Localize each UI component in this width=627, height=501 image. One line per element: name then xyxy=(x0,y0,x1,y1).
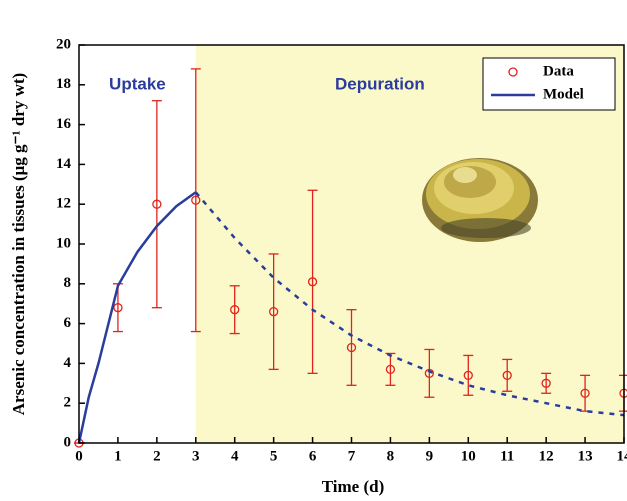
x-tick-label: 10 xyxy=(461,448,476,464)
data-point xyxy=(191,195,201,205)
data-point xyxy=(113,303,123,313)
y-tick-label: 18 xyxy=(56,76,71,92)
data-point xyxy=(541,378,551,388)
y-tick-label: 6 xyxy=(64,315,72,331)
data-point xyxy=(502,370,512,380)
x-tick-label: 2 xyxy=(153,448,161,464)
y-tick-label: 14 xyxy=(56,156,72,172)
x-tick-label: 1 xyxy=(114,448,122,464)
x-tick-label: 9 xyxy=(426,448,434,464)
y-tick-label: 16 xyxy=(56,116,72,132)
model-line xyxy=(77,191,197,444)
legend-marker xyxy=(508,67,518,77)
data-point xyxy=(268,307,279,317)
plot-frame xyxy=(78,44,625,444)
x-tick-label: 3 xyxy=(192,448,200,464)
clam-illustration xyxy=(422,158,538,242)
region xyxy=(195,45,625,443)
model-line xyxy=(194,191,625,417)
region-label: Uptake xyxy=(109,74,166,93)
legend-box xyxy=(482,57,616,111)
x-tick-label: 5 xyxy=(270,448,278,464)
y-tick-label: 12 xyxy=(56,196,71,212)
data-point xyxy=(385,364,396,375)
legend-label: Model xyxy=(543,86,584,102)
x-tick-label: 12 xyxy=(539,448,554,464)
y-tick-label: 4 xyxy=(64,355,72,371)
data-point xyxy=(307,277,318,287)
x-tick-label: 11 xyxy=(500,448,514,464)
y-tick-label: 0 xyxy=(64,434,72,450)
x-tick-label: 0 xyxy=(75,448,83,464)
x-tick-label: 4 xyxy=(231,448,239,464)
x-axis-label: Time (d) xyxy=(322,477,385,496)
x-tick-label: 7 xyxy=(348,448,356,464)
y-tick-label: 20 xyxy=(56,36,71,52)
region xyxy=(79,45,196,443)
x-tick-label: 6 xyxy=(309,448,317,464)
data-point xyxy=(580,388,590,398)
data-point xyxy=(346,342,357,353)
data-point xyxy=(424,368,435,379)
region-label: Depuration xyxy=(335,74,425,93)
data-point xyxy=(463,370,473,380)
x-tick-label: 13 xyxy=(578,448,593,464)
x-tick-label: 8 xyxy=(387,448,395,464)
data-point xyxy=(152,199,162,209)
y-tick-label: 8 xyxy=(64,275,72,291)
y-tick-label: 10 xyxy=(56,235,71,251)
y-axis-label: Arsenic concentration in tissues (μg g⁻¹… xyxy=(9,73,28,415)
data-point xyxy=(230,305,240,315)
y-tick-label: 2 xyxy=(64,395,72,411)
x-tick-label: 14 xyxy=(617,448,627,464)
legend-label: Data xyxy=(543,63,574,79)
